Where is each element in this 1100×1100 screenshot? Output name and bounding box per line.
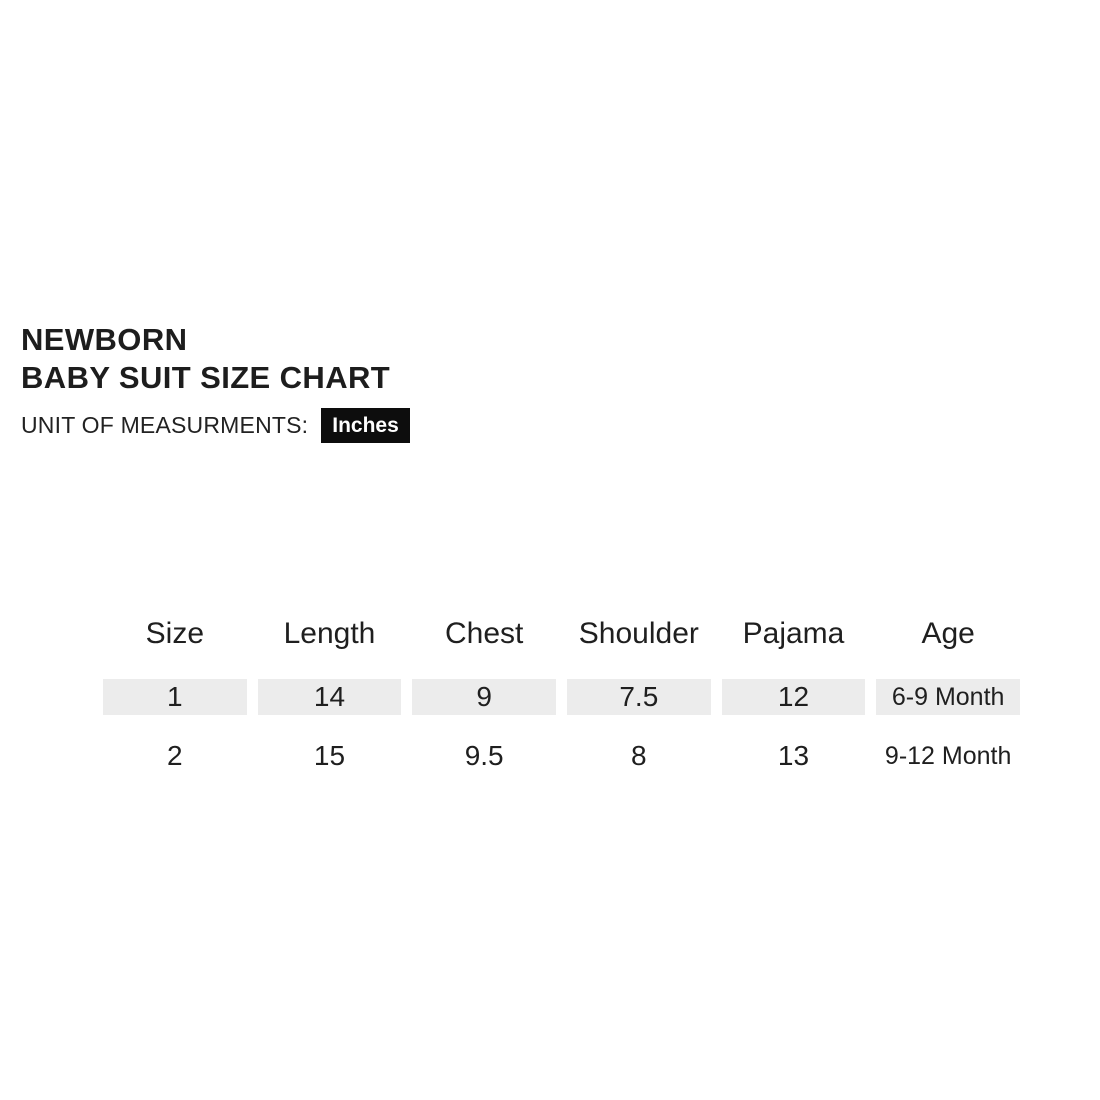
table-cell-length-2: 15 [313, 740, 346, 771]
table-cell-pajama-1: 12 [721, 679, 866, 715]
page-title-line-1: NEWBORN [21, 322, 188, 357]
column-header-pajama: Pajama [742, 617, 845, 650]
column-header-shoulder: Shoulder [578, 617, 699, 650]
table-cell-chest-2: 9.5 [464, 740, 504, 771]
column-header-age: Age [921, 617, 975, 650]
table-cell-length-1: 14 [257, 679, 402, 715]
unit-label: UNIT OF MEASURMENTS: [21, 412, 309, 438]
table-cell-chest-1: 9 [412, 679, 556, 715]
size-table: Size Length Chest Shoulder Pajama Age 1 … [103, 610, 1020, 776]
page-title-line-2: BABY SUIT SIZE CHART [21, 360, 391, 395]
table-cell-age-2: 9-12 Month [884, 741, 1012, 770]
table-cell-size-1: 1 [103, 679, 247, 715]
column-header-size: Size [145, 617, 204, 650]
unit-badge: Inches [321, 408, 410, 443]
column-header-length: Length [283, 617, 376, 650]
table-cell-shoulder-2: 8 [631, 740, 647, 771]
table-cell-shoulder-1: 7.5 [567, 679, 711, 715]
table-cell-age-1: 6-9 Month [876, 679, 1020, 715]
page-title: NEWBORN BABY SUIT SIZE CHART [21, 321, 390, 397]
column-header-chest: Chest [444, 617, 524, 650]
table-cell-size-2: 2 [167, 740, 183, 771]
table-cell-pajama-2: 13 [777, 740, 810, 771]
unit-of-measurement-row: UNIT OF MEASURMENTS: Inches [21, 408, 410, 443]
